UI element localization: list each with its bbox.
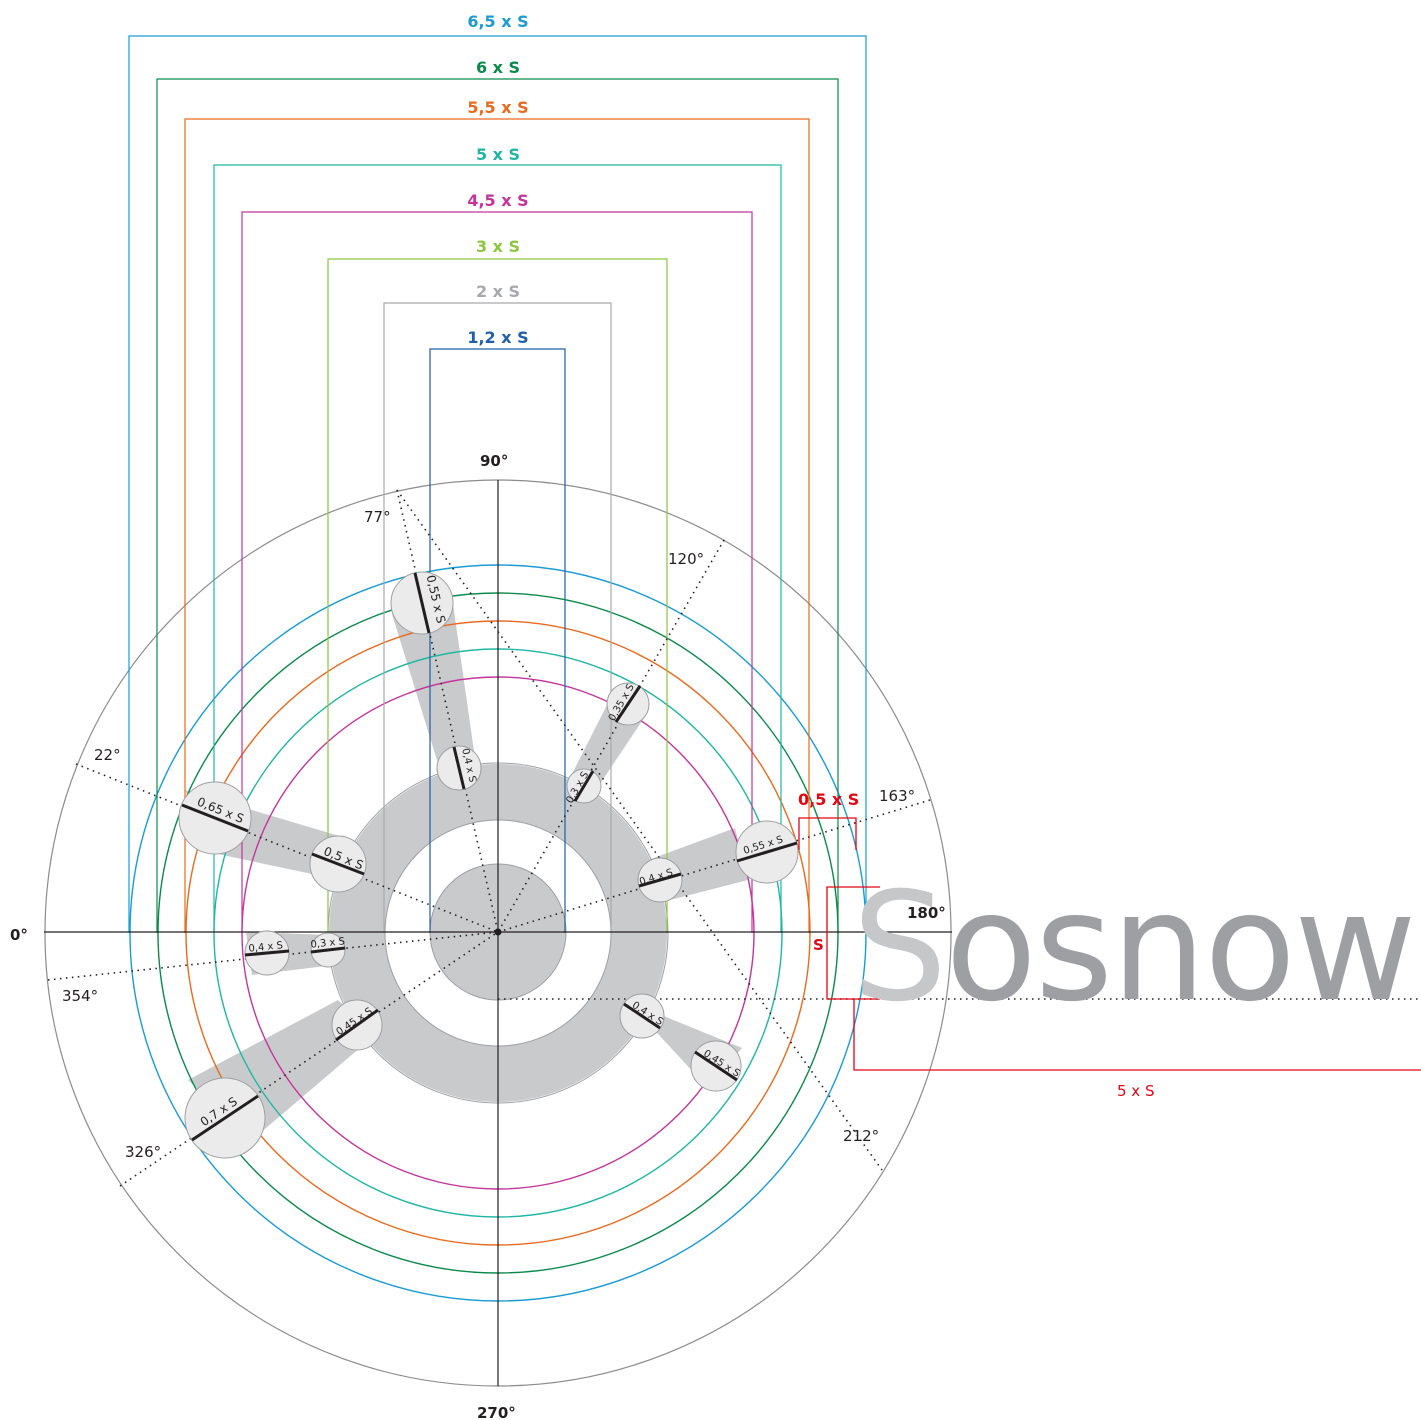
wordmark-initial: S — [852, 861, 945, 1035]
label-1-2s: 1,2 x S — [467, 328, 528, 347]
center-point — [494, 928, 502, 936]
spot-11-diameter — [191, 1094, 259, 1142]
angle-354: 354° — [62, 987, 98, 1005]
five-s-bracket — [853, 999, 1421, 1071]
half-s-bracket — [798, 817, 857, 850]
frame-2s — [383, 302, 612, 933]
angle-212: 212° — [843, 1127, 879, 1145]
label-6-5s: 6,5 x S — [467, 12, 528, 31]
scale-frames — [128, 35, 867, 933]
ray-22 — [75, 763, 499, 933]
spot-10-label: 0,3 x S — [310, 936, 345, 951]
five-s-label: 5 x S — [1117, 1082, 1154, 1100]
spot-6-diameter — [311, 852, 365, 876]
wordmark-rest: osnowiec — [945, 861, 1421, 1035]
spot-2-diameter — [452, 746, 466, 790]
dimension-label-group: 0,5 x S S 5 x S — [798, 790, 1154, 1100]
label-5-5s: 5,5 x S — [467, 98, 528, 117]
scale-label-group: 6,5 x S 6 x S 5,5 x S 5 x S 4,5 x S 3 x … — [467, 12, 528, 347]
spot-4-diameter — [573, 770, 595, 802]
angle-120: 120° — [668, 550, 704, 568]
s-label: S — [813, 936, 824, 954]
frame-1-2s — [429, 348, 566, 933]
spot-14-diameter — [694, 1050, 738, 1082]
frame-4-5s — [241, 211, 753, 933]
label-2s: 2 x S — [476, 282, 520, 301]
wordmark: Sosnowiec — [852, 861, 1421, 1035]
spot-9-diameter — [244, 949, 290, 957]
angle-270: 270° — [477, 1404, 516, 1420]
spot-1-diameter — [413, 572, 431, 634]
spot-5-diameter — [181, 803, 249, 833]
frame-5s — [213, 164, 782, 933]
spot-diameters — [181, 572, 798, 1142]
label-6s: 6 x S — [476, 58, 520, 77]
frame-5-5s — [184, 118, 810, 933]
frame-6-5s — [128, 35, 867, 933]
spot-9-label: 0,4 x S — [248, 940, 283, 955]
angle-163: 163° — [879, 787, 915, 805]
red-dimensions — [798, 817, 1421, 1071]
spot-10-diameter — [310, 946, 346, 954]
angle-label-group: 90° 270° 0° 180° 77° 120° 22° 163° 354° … — [10, 452, 946, 1420]
spot-12-diameter — [335, 1008, 379, 1042]
angle-77: 77° — [364, 508, 391, 526]
frame-3s — [327, 258, 668, 933]
angle-22: 22° — [94, 746, 121, 764]
label-5s: 5 x S — [476, 145, 520, 164]
spot-3-diameter — [614, 685, 642, 723]
angle-326: 326° — [125, 1143, 161, 1161]
spot-7-diameter — [736, 841, 798, 863]
angle-rays — [47, 489, 1421, 1187]
angle-180: 180° — [907, 904, 946, 922]
angle-0: 0° — [10, 926, 28, 944]
half-s-label: 0,5 x S — [798, 790, 859, 809]
angle-90: 90° — [480, 452, 508, 470]
ray-77-212 — [396, 489, 883, 1171]
label-3s: 3 x S — [476, 237, 520, 256]
spot-13-diameter — [623, 1002, 661, 1030]
label-4-5s: 4,5 x S — [467, 191, 528, 210]
spot-8-diameter — [638, 872, 682, 888]
frame-6s — [156, 78, 839, 933]
spoke-77 — [392, 597, 476, 770]
